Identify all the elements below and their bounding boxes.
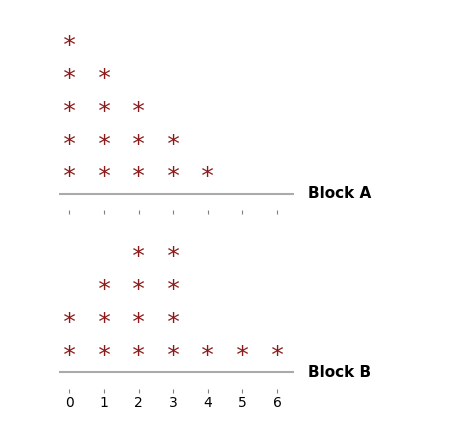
Text: *: * [131,311,146,335]
Text: *: * [62,344,77,368]
Text: *: * [166,245,181,269]
Text: *: * [96,132,111,156]
Text: Block A: Block A [308,186,371,201]
Text: *: * [62,67,77,91]
Text: *: * [166,344,181,368]
Text: *: * [62,165,77,190]
Text: *: * [166,165,181,190]
Text: *: * [131,278,146,302]
Text: *: * [96,165,111,190]
Text: *: * [235,344,250,368]
Text: *: * [200,344,215,368]
Text: *: * [62,100,77,124]
Text: *: * [62,311,77,335]
Text: Block B: Block B [308,365,371,380]
Text: *: * [96,344,111,368]
Text: *: * [166,311,181,335]
Text: *: * [131,100,146,124]
Text: *: * [131,344,146,368]
Text: *: * [62,132,77,156]
Text: *: * [96,278,111,302]
Text: *: * [131,245,146,269]
Text: *: * [166,132,181,156]
Text: *: * [96,67,111,91]
Text: *: * [166,278,181,302]
Text: *: * [200,165,215,190]
Text: *: * [62,34,77,58]
Text: *: * [96,311,111,335]
Text: *: * [131,132,146,156]
Text: *: * [96,100,111,124]
Text: *: * [270,344,284,368]
Text: *: * [131,165,146,190]
